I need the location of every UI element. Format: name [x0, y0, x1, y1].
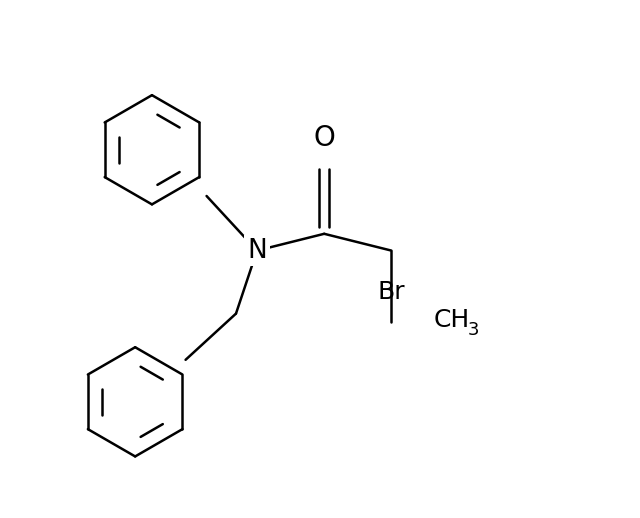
Text: 3: 3 [468, 321, 479, 339]
Text: N: N [247, 238, 267, 264]
Text: CH: CH [433, 308, 470, 332]
Text: O: O [314, 124, 335, 152]
Text: Br: Br [378, 280, 405, 304]
